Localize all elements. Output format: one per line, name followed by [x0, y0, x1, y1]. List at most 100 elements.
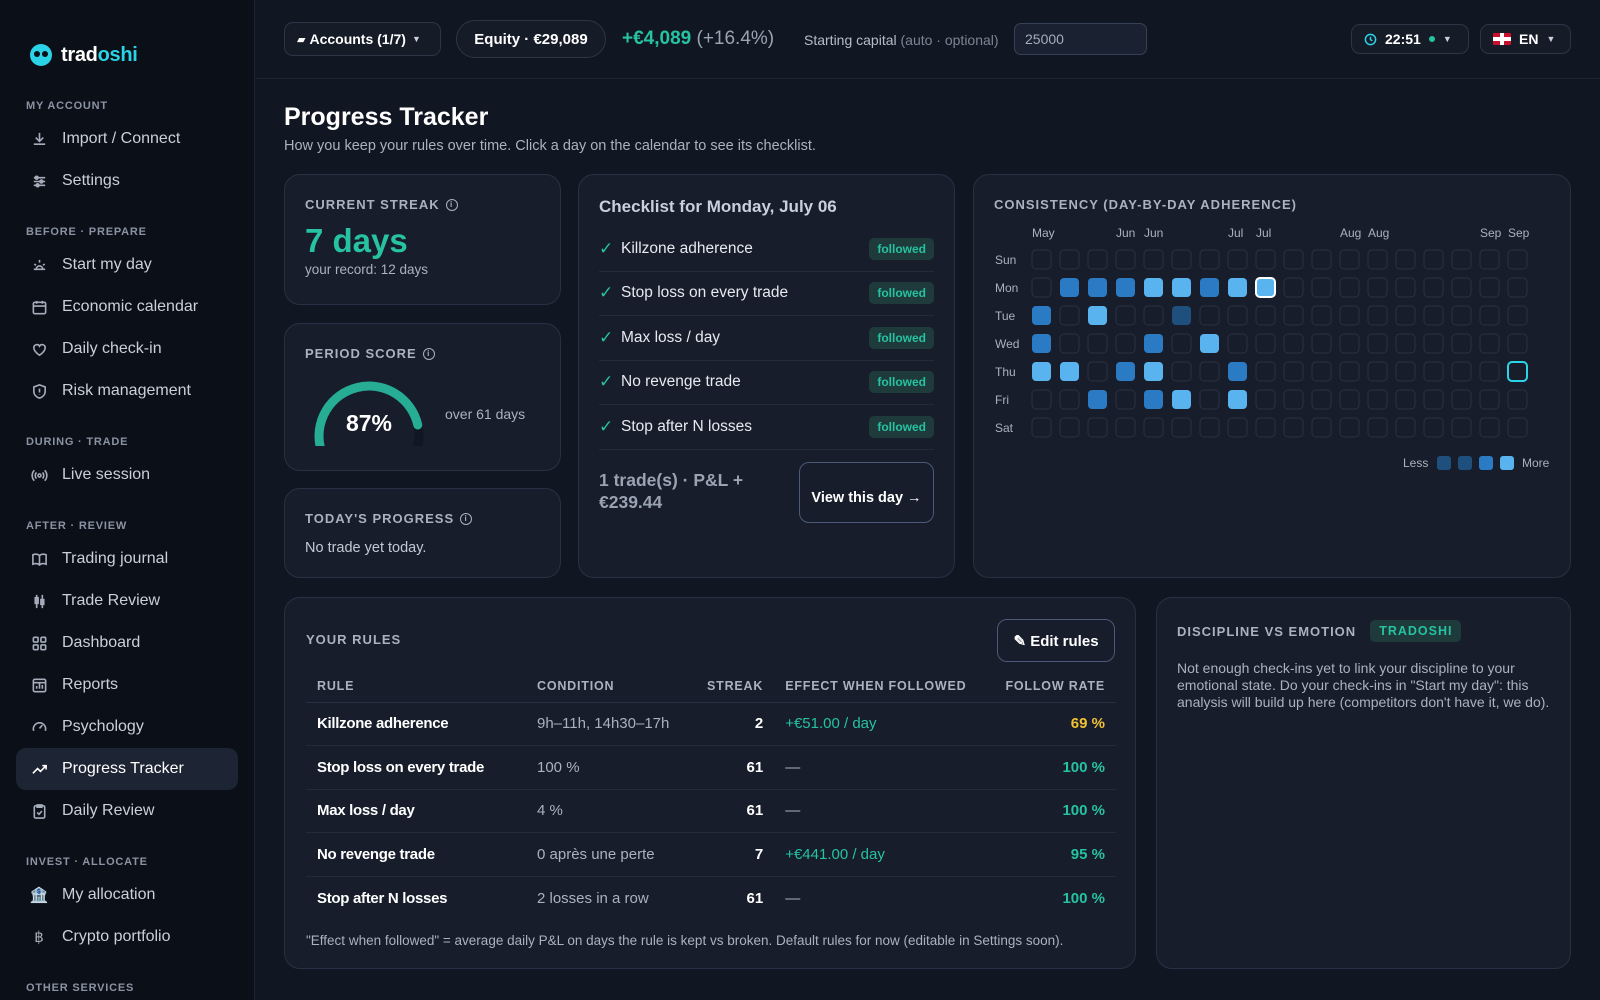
heatmap-cell[interactable] — [1088, 278, 1107, 297]
heatmap-cell[interactable] — [1060, 362, 1079, 381]
heatmap-cell[interactable] — [1059, 333, 1080, 354]
heatmap-cell[interactable] — [1143, 417, 1164, 438]
heatmap-cell[interactable] — [1283, 389, 1304, 410]
sidebar-item-crypto-portfolio[interactable]: ฿ Crypto portfolio — [16, 916, 238, 958]
heatmap-cell[interactable] — [1255, 305, 1276, 326]
table-row[interactable]: Killzone adherence 9h–11h, 14h30–17h 2 +€51… — [306, 702, 1116, 746]
sidebar-item-economic-calendar[interactable]: Economic calendar — [16, 286, 238, 328]
heatmap-cell[interactable] — [1255, 389, 1276, 410]
heatmap-cell[interactable] — [1059, 305, 1080, 326]
heatmap-cell[interactable] — [1423, 277, 1444, 298]
heatmap-cell[interactable] — [1087, 333, 1108, 354]
heatmap-cell[interactable] — [1479, 361, 1500, 382]
heatmap-cell[interactable] — [1507, 389, 1528, 410]
heatmap-cell[interactable] — [1255, 249, 1276, 270]
heatmap-cell[interactable] — [1144, 390, 1163, 409]
heatmap-cell[interactable] — [1228, 390, 1247, 409]
heatmap-cell[interactable] — [1171, 249, 1192, 270]
heatmap-cell[interactable] — [1255, 361, 1276, 382]
heatmap-cell[interactable] — [1451, 389, 1472, 410]
heatmap-cell[interactable] — [1199, 361, 1220, 382]
heatmap-cell[interactable] — [1227, 305, 1248, 326]
heatmap-cell[interactable] — [1228, 362, 1247, 381]
heatmap-cell[interactable] — [1032, 362, 1051, 381]
heatmap-cell[interactable] — [1199, 389, 1220, 410]
table-row[interactable]: Stop after N losses 2 losses in a row 61 — 1… — [306, 876, 1116, 920]
heatmap-cell[interactable] — [1395, 305, 1416, 326]
heatmap-cell[interactable] — [1339, 333, 1360, 354]
heatmap-cell[interactable] — [1283, 249, 1304, 270]
heatmap-cell[interactable] — [1283, 277, 1304, 298]
heatmap-cell[interactable] — [1087, 249, 1108, 270]
heatmap-cell[interactable] — [1283, 333, 1304, 354]
heatmap-cell[interactable] — [1451, 249, 1472, 270]
heatmap-cell[interactable] — [1116, 278, 1135, 297]
heatmap-cell[interactable] — [1507, 305, 1528, 326]
heatmap-cell[interactable] — [1479, 305, 1500, 326]
heatmap-cell[interactable] — [1367, 333, 1388, 354]
sidebar-item-daily-check-in[interactable]: Daily check-in — [16, 328, 238, 370]
table-row[interactable]: No revenge trade 0 après une perte 7 +€441.… — [306, 832, 1116, 877]
sidebar-item-start-my-day[interactable]: Start my day — [16, 244, 238, 286]
heatmap-cell[interactable] — [1395, 249, 1416, 270]
language-dropdown[interactable]: EN ▼ — [1480, 24, 1571, 54]
heatmap-cell[interactable] — [1339, 305, 1360, 326]
heatmap-cell[interactable] — [1395, 389, 1416, 410]
sidebar-item-dashboard[interactable]: Dashboard — [16, 622, 238, 664]
heatmap-cell[interactable] — [1479, 417, 1500, 438]
sidebar-item-live-session[interactable]: Live session — [16, 454, 238, 496]
heatmap-cell[interactable] — [1311, 361, 1332, 382]
heatmap-cell[interactable] — [1115, 417, 1136, 438]
heatmap-cell[interactable] — [1031, 417, 1052, 438]
heatmap-cell[interactable] — [1395, 277, 1416, 298]
table-row[interactable]: Stop loss on every trade 100 % 61—100 % — [306, 745, 1116, 790]
heatmap-cell[interactable] — [1059, 417, 1080, 438]
heatmap-cell[interactable] — [1367, 277, 1388, 298]
heatmap-cell[interactable] — [1283, 305, 1304, 326]
heatmap-cell[interactable] — [1199, 249, 1220, 270]
heatmap-cell[interactable] — [1031, 277, 1052, 298]
sidebar-item-trading-journal[interactable]: Trading journal — [16, 538, 238, 580]
heatmap-cell[interactable] — [1423, 249, 1444, 270]
heatmap-cell[interactable] — [1395, 417, 1416, 438]
heatmap-cell[interactable] — [1172, 278, 1191, 297]
heatmap-cell[interactable] — [1451, 305, 1472, 326]
sidebar-item-import-connect[interactable]: Import / Connect — [16, 118, 238, 160]
heatmap-cell[interactable] — [1143, 305, 1164, 326]
heatmap-cell[interactable] — [1171, 333, 1192, 354]
heatmap-cell[interactable] — [1172, 306, 1191, 325]
info-icon[interactable]: i — [422, 347, 435, 360]
heatmap-cell[interactable] — [1115, 333, 1136, 354]
heatmap-cell[interactable] — [1255, 277, 1276, 298]
heatmap-cell[interactable] — [1339, 417, 1360, 438]
heatmap-cell[interactable] — [1311, 333, 1332, 354]
heatmap-cell[interactable] — [1171, 417, 1192, 438]
heatmap-cell[interactable] — [1143, 249, 1164, 270]
heatmap-cell[interactable] — [1255, 417, 1276, 438]
heatmap-cell[interactable] — [1311, 305, 1332, 326]
heatmap-cell[interactable] — [1423, 361, 1444, 382]
heatmap-cell[interactable] — [1451, 277, 1472, 298]
heatmap-cell[interactable] — [1115, 249, 1136, 270]
heatmap-cell[interactable] — [1283, 361, 1304, 382]
heatmap-cell[interactable] — [1451, 333, 1472, 354]
heatmap-cell[interactable] — [1116, 362, 1135, 381]
heatmap-cell[interactable] — [1031, 249, 1052, 270]
heatmap-cell[interactable] — [1311, 249, 1332, 270]
heatmap-cell[interactable] — [1367, 361, 1388, 382]
heatmap-cell[interactable] — [1311, 389, 1332, 410]
heatmap-cell[interactable] — [1144, 362, 1163, 381]
heatmap-cell[interactable] — [1339, 249, 1360, 270]
heatmap-cell[interactable] — [1507, 277, 1528, 298]
brand[interactable]: tradoshi — [0, 0, 254, 78]
heatmap-cell[interactable] — [1088, 390, 1107, 409]
heatmap-cell[interactable] — [1423, 389, 1444, 410]
accounts-dropdown[interactable]: ▰ Accounts (1/7) ▼ — [284, 22, 441, 56]
sidebar-item-risk-management[interactable]: Risk management — [16, 370, 238, 412]
heatmap-cell[interactable] — [1115, 389, 1136, 410]
heatmap-cell[interactable] — [1032, 306, 1051, 325]
heatmap-cell[interactable] — [1144, 334, 1163, 353]
heatmap-cell[interactable] — [1032, 334, 1051, 353]
heatmap-cell[interactable] — [1227, 417, 1248, 438]
heatmap-cell[interactable] — [1171, 361, 1192, 382]
